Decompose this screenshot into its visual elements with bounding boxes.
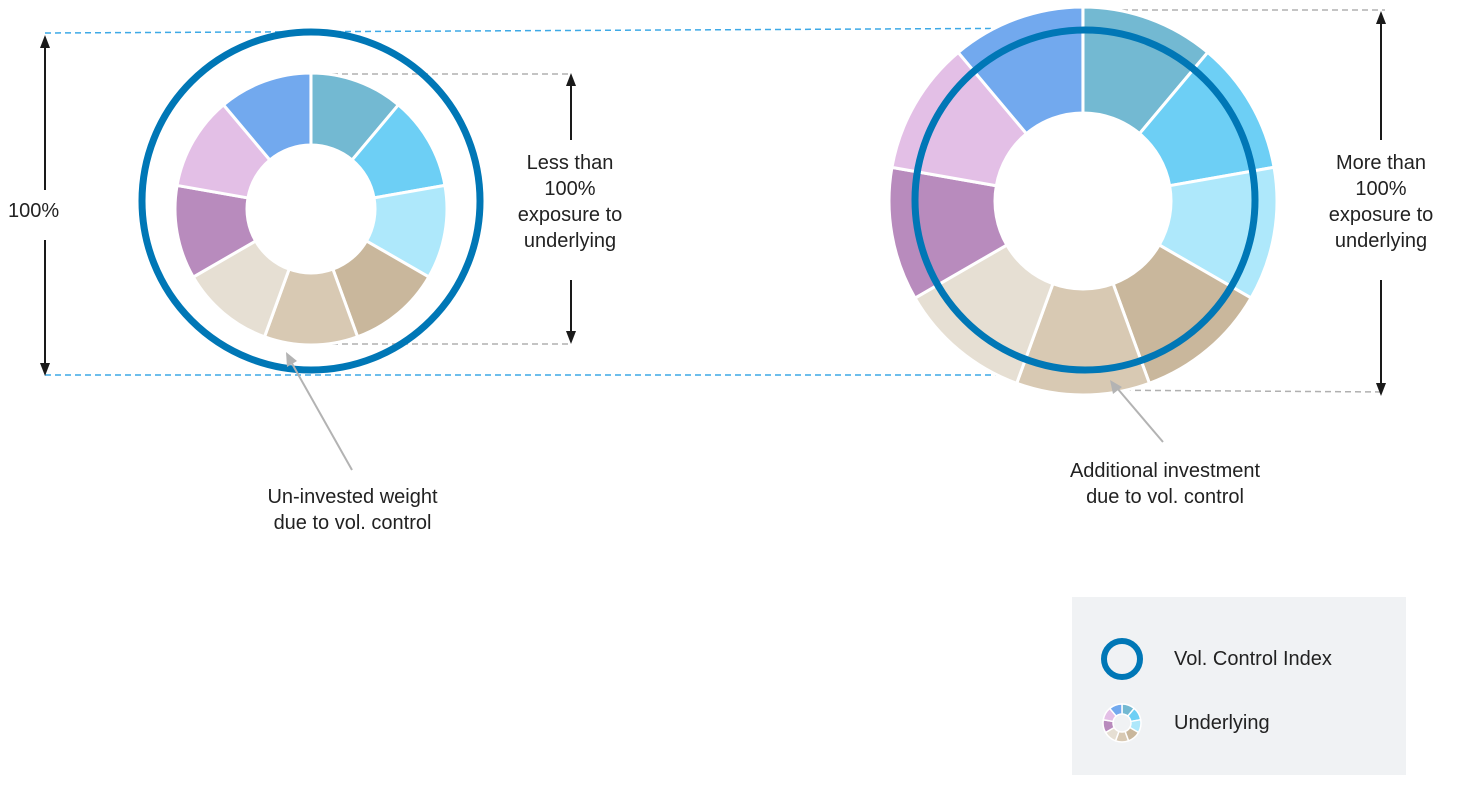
- legend-label-underlying: Underlying: [1174, 711, 1270, 734]
- index-ring-icon: [1101, 638, 1143, 680]
- more-than-arrow: [1376, 11, 1386, 396]
- additional-line-2: due to vol. control: [1086, 486, 1244, 508]
- vol-control-index-ring-right: [911, 26, 1259, 374]
- additional-label: Additional investment due to vol. contro…: [1020, 458, 1310, 510]
- underlying-donut-small: [173, 71, 449, 347]
- additional-line-1: Additional investment: [1069, 460, 1261, 482]
- uninvested-line-2: due to vol. control: [273, 512, 432, 534]
- more-than-line-4: underlying: [1334, 230, 1428, 252]
- uninvested-pointer: [286, 352, 353, 471]
- legend: Vol. Control Index Underlying: [1072, 597, 1406, 775]
- more-than-line-1: More than: [1335, 152, 1427, 174]
- vol-control-index-ring-left: [138, 28, 484, 374]
- less-than-line-2: 100%: [544, 178, 596, 200]
- less-than-arrow: [566, 73, 576, 344]
- underlying-donut-large: [887, 5, 1279, 397]
- additional-pointer: [1110, 380, 1164, 443]
- full-exposure-arrow: [40, 35, 50, 376]
- uninvested-line-1: Un-invested weight: [267, 486, 438, 508]
- uninvested-label: Un-invested weight due to vol. control: [220, 484, 485, 536]
- less-than-line-3: exposure to: [517, 204, 623, 226]
- more-than-line-2: 100%: [1355, 178, 1407, 200]
- large-donut-segment-9: [956, 5, 1085, 136]
- legend-donut-segment-9: [1108, 703, 1123, 718]
- more-than-line-3: exposure to: [1328, 204, 1434, 226]
- right-bottom-guide: [1084, 389, 1386, 393]
- legend-item-underlying: Underlying: [1100, 701, 1270, 745]
- legend-label-index: Vol. Control Index: [1174, 647, 1332, 670]
- legend-item-index: Vol. Control Index: [1100, 637, 1332, 681]
- more-than-label: More than 100% exposure to underlying: [1306, 150, 1456, 254]
- small-donut-segment-9: [221, 71, 313, 163]
- top-guide-line: [44, 27, 1083, 34]
- underlying-donut-icon: [1102, 703, 1142, 743]
- full-exposure-label: 100%: [0, 198, 88, 224]
- less-than-line-4: underlying: [523, 230, 617, 252]
- less-than-line-1: Less than: [526, 152, 614, 174]
- less-than-label: Less than 100% exposure to underlying: [495, 150, 645, 254]
- full-exposure-text: 100%: [8, 200, 60, 222]
